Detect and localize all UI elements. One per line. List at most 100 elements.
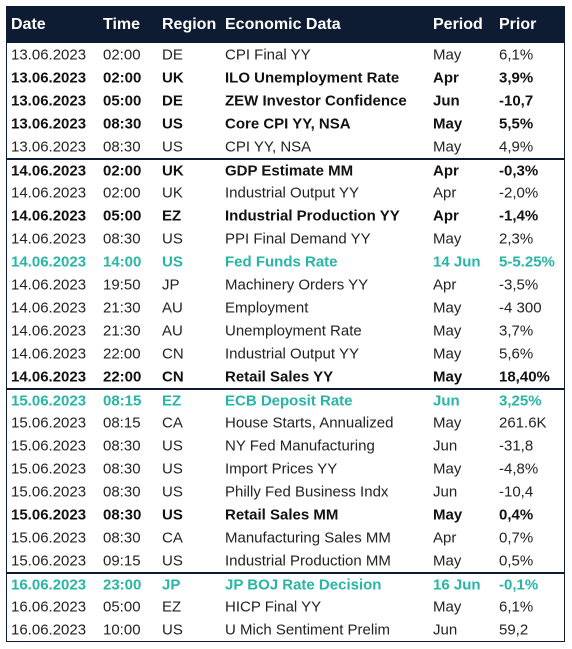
event-cell: Employment [225, 299, 309, 316]
time-cell: 21:30 [103, 322, 141, 339]
prior-cell: 5,5% [499, 115, 534, 132]
time-cell: 21:30 [103, 299, 141, 316]
date-cell: 13.06.2023 [11, 138, 87, 155]
period-cell: Apr [433, 207, 459, 224]
date-cell: 14.06.2023 [11, 368, 87, 385]
table-row: 14.06.2023 21:30 AU Unemployment Rate May 3,7… [7, 319, 564, 342]
period-cell: May [433, 345, 462, 362]
date-cell: 15.06.2023 [11, 529, 87, 546]
period-cell: May [433, 138, 462, 155]
region-cell: JP [162, 576, 181, 593]
event-cell: Core CPI YY, NSA [225, 115, 351, 132]
table-row: 15.06.2023 08:30 US Philly Fed Business Ind… [7, 480, 564, 503]
event-cell: ZEW Investor Confidence [225, 92, 407, 109]
date-cell: 14.06.2023 [11, 162, 87, 179]
time-cell: 08:30 [103, 506, 142, 523]
time-cell: 08:30 [103, 115, 142, 132]
event-cell: ILO Unemployment Rate [225, 69, 400, 86]
date-cell: 15.06.2023 [11, 460, 87, 477]
time-cell: 23:00 [103, 576, 142, 593]
table-row: 13.06.2023 08:30 US Core CPI YY, NSA May 5,5% [7, 112, 564, 135]
event-cell: Industrial Output YY [225, 345, 359, 362]
table-row: 14.06.2023 19:50 JP Machinery Orders YY Apr -… [7, 273, 564, 296]
date-cell: 15.06.2023 [11, 506, 87, 523]
table-row: 15.06.2023 08:30 US NY Fed Manufacturing Jun… [7, 434, 564, 457]
period-cell: Apr [433, 69, 459, 86]
event-cell: Industrial Production YY [225, 207, 400, 224]
prior-cell: 2,3% [499, 230, 534, 247]
table-row: 13.06.2023 08:30 US CPI YY, NSA May 4,9% [7, 135, 564, 158]
period-cell: Apr [433, 276, 457, 293]
column-header: Date [11, 16, 46, 33]
region-cell: AU [162, 322, 183, 339]
event-cell: Industrial Production MM [225, 552, 391, 569]
event-cell: Philly Fed Business Indx [225, 483, 389, 500]
period-cell: May [433, 460, 462, 477]
date-cell: 16.06.2023 [11, 598, 87, 615]
period-cell: May [433, 552, 462, 569]
prior-cell: -3,5% [499, 276, 539, 293]
date-cell: 13.06.2023 [11, 92, 87, 109]
region-cell: US [162, 460, 183, 477]
prior-cell: 3,9% [499, 69, 534, 86]
period-cell: May [433, 506, 463, 523]
event-cell: GDP Estimate MM [225, 162, 354, 179]
event-cell: Machinery Orders YY [225, 276, 369, 293]
time-cell: 02:00 [103, 46, 141, 63]
table-row: 16.06.2023 23:00 JP JP BOJ Rate Decision 16 … [7, 572, 564, 595]
time-cell: 08:30 [103, 230, 141, 247]
date-cell: 16.06.2023 [11, 621, 87, 638]
region-cell: UK [162, 162, 184, 179]
prior-cell: 0,5% [499, 552, 534, 569]
event-cell: Unemployment Rate [225, 322, 362, 339]
event-cell: PPI Final Demand YY [225, 230, 371, 247]
period-cell: Apr [433, 529, 457, 546]
event-cell: U Mich Sentiment Prelim [225, 621, 391, 638]
prior-cell: -0,3% [499, 162, 539, 179]
column-header: Region [162, 16, 217, 33]
table-row: 14.06.2023 22:00 CN Retail Sales YY May 18,40… [7, 365, 564, 388]
region-cell: US [162, 621, 183, 638]
prior-cell: 0,7% [499, 529, 534, 546]
time-cell: 22:00 [103, 368, 142, 385]
date-cell: 14.06.2023 [11, 345, 87, 362]
prior-cell: -2,0% [499, 184, 539, 201]
region-cell: US [162, 138, 183, 155]
time-cell: 08:15 [103, 392, 142, 409]
period-cell: Apr [433, 162, 459, 179]
region-cell: CA [162, 414, 183, 431]
date-cell: 13.06.2023 [11, 46, 87, 63]
time-cell: 02:00 [103, 69, 142, 86]
prior-cell: 261.6K [499, 414, 547, 431]
region-cell: US [162, 437, 183, 454]
table-row: 15.06.2023 08:15 CA House Starts, Annualize… [7, 411, 564, 434]
event-cell: Retail Sales YY [225, 368, 334, 385]
prior-cell: 59,2 [499, 621, 529, 638]
table-row: 15.06.2023 09:15 US Industrial Production M… [7, 549, 564, 572]
prior-cell: 6,1% [499, 598, 534, 615]
event-cell: ECB Deposit Rate [225, 392, 353, 409]
time-cell: 08:30 [103, 437, 141, 454]
table-row: 13.06.2023 05:00 DE ZEW Investor Confidence… [7, 89, 564, 112]
event-cell: Retail Sales MM [225, 506, 339, 523]
period-cell: 14 Jun [433, 253, 481, 270]
region-cell: EZ [162, 392, 182, 409]
event-cell: CPI YY, NSA [225, 138, 312, 155]
prior-cell: 3,7% [499, 322, 534, 339]
region-cell: DE [162, 92, 183, 109]
table-row: 14.06.2023 08:30 US PPI Final Demand YY May 2… [7, 227, 564, 250]
period-cell: Jun [433, 483, 458, 500]
event-cell: Industrial Output YY [225, 184, 359, 201]
region-cell: JP [162, 276, 180, 293]
time-cell: 05:00 [103, 207, 142, 224]
region-cell: US [162, 483, 183, 500]
time-cell: 08:30 [103, 138, 141, 155]
column-header: Prior [499, 16, 537, 33]
table-row: 14.06.2023 22:00 CN Industrial Output YY May… [7, 342, 564, 365]
table-row: 15.06.2023 08:30 US Import Prices YY May -4,8… [7, 457, 564, 480]
region-cell: EZ [162, 207, 182, 224]
region-cell: EZ [162, 598, 182, 615]
time-cell: 09:15 [103, 552, 141, 569]
region-cell: UK [162, 69, 184, 86]
region-cell: US [162, 552, 183, 569]
